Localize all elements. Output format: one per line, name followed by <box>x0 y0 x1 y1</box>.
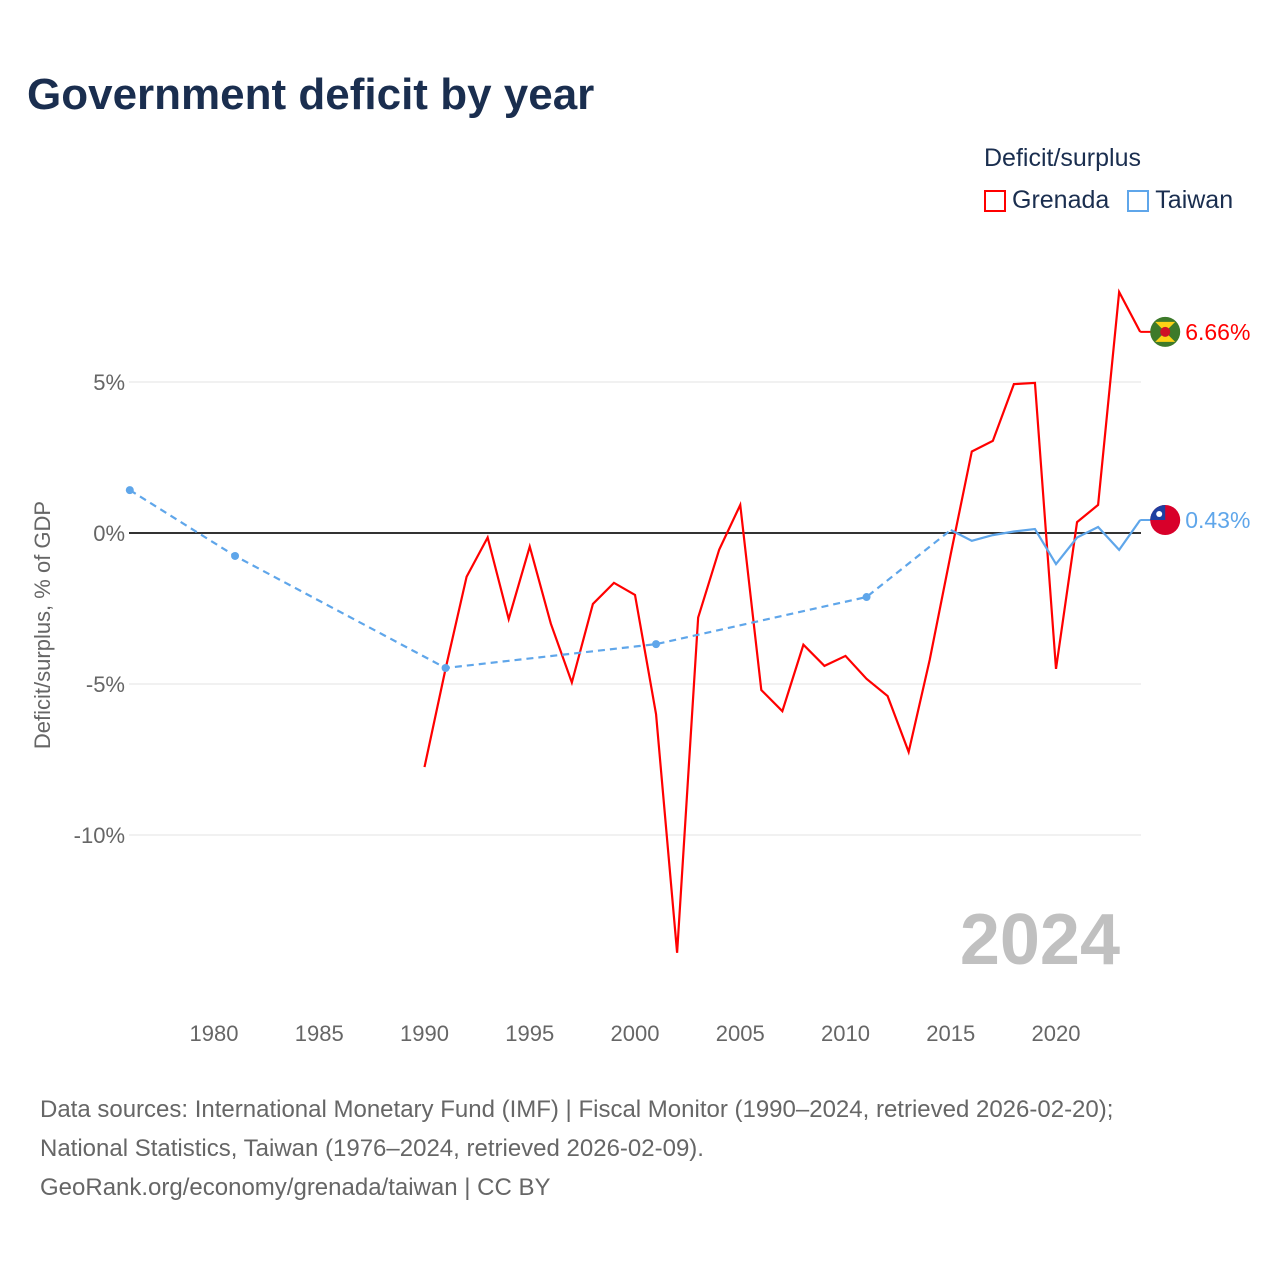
source-line-2: National Statistics, Taiwan (1976–2024, … <box>40 1135 704 1162</box>
series-line <box>423 288 1142 953</box>
legend-label-grenada: Grenada <box>1012 186 1110 214</box>
legend: Grenada Taiwan <box>984 186 1233 215</box>
series-taiwan: 0.43% <box>125 486 1250 672</box>
x-tick-label: 2000 <box>611 1021 660 1046</box>
data-point <box>652 640 661 649</box>
y-tick-label: -5% <box>86 672 125 697</box>
legend-swatch-taiwan <box>1127 189 1150 212</box>
x-tick-label: 1995 <box>505 1021 554 1046</box>
y-tick-label: 0% <box>93 521 125 546</box>
series-line-dashed <box>129 489 952 670</box>
flag-detail <box>1160 326 1171 337</box>
flag-detail <box>1156 511 1163 518</box>
x-tick-label: 2010 <box>821 1021 870 1046</box>
x-tick-label: 2015 <box>926 1021 975 1046</box>
y-axis-label: Deficit/surplus, % of GDP <box>30 501 55 749</box>
source-line-1: Data sources: International Monetary Fun… <box>40 1096 1114 1123</box>
data-point <box>231 551 240 560</box>
data-point <box>125 486 134 495</box>
x-tick-label: 2020 <box>1032 1021 1081 1046</box>
y-tick-label: 5% <box>93 370 125 395</box>
series-grenada: 6.66% <box>423 288 1250 953</box>
year-watermark: 2024 <box>960 900 1120 980</box>
x-tick-label: 1990 <box>400 1021 449 1046</box>
legend-item-grenada[interactable]: Grenada <box>984 186 1109 215</box>
series-line <box>950 519 1142 567</box>
legend-title: Deficit/surplus <box>984 144 1141 172</box>
end-value-label: 0.43% <box>1185 507 1250 533</box>
data-point <box>862 593 871 602</box>
source-line-3[interactable]: GeoRank.org/economy/grenada/taiwan | CC … <box>40 1174 551 1201</box>
legend-swatch-grenada <box>984 189 1006 212</box>
x-tick-label: 1980 <box>190 1021 239 1046</box>
footer: Data sources: International Monetary Fun… <box>40 1090 1113 1207</box>
data-point <box>441 663 450 672</box>
x-tick-label: 1985 <box>295 1021 344 1046</box>
x-tick-label: 2005 <box>716 1021 765 1046</box>
end-value-label: 6.66% <box>1185 319 1250 345</box>
chart-title: Government deficit by year <box>27 70 595 119</box>
legend-item-taiwan[interactable]: Taiwan <box>1127 186 1233 215</box>
y-tick-label: -10% <box>74 823 125 848</box>
legend-label-taiwan: Taiwan <box>1155 186 1234 214</box>
